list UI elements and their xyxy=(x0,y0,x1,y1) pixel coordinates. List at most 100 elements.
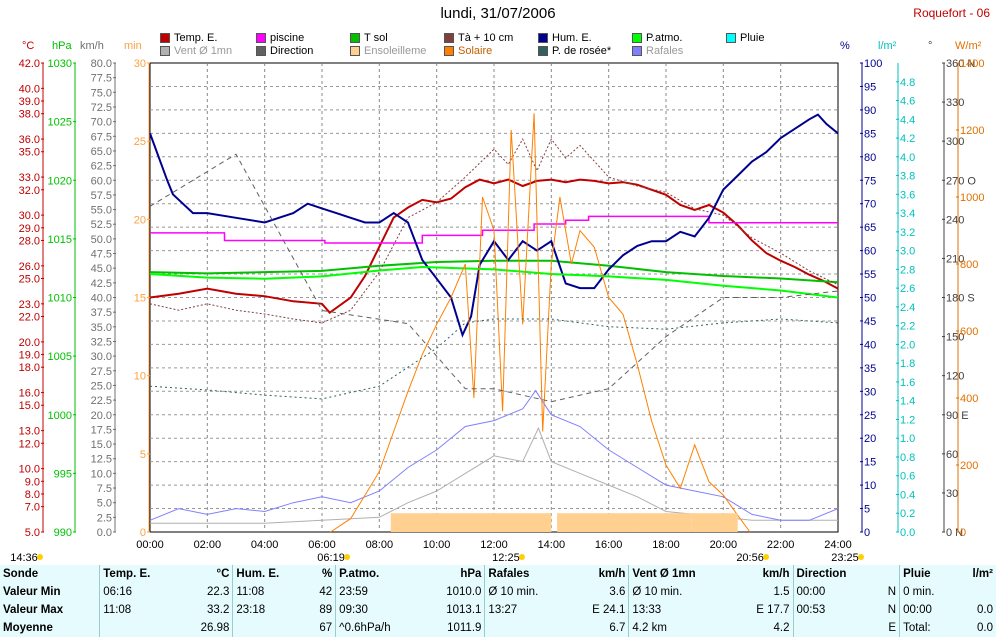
x-tick-label: 16:00 xyxy=(595,539,623,551)
axis-tick-label: 3.0 xyxy=(900,246,915,258)
axis-tick-label: 67.5 xyxy=(91,131,112,143)
stats-cell: 1010.0 xyxy=(446,586,482,598)
stats-cell: Rafales xyxy=(484,565,570,583)
legend-item: Rafales xyxy=(632,45,683,57)
stats-cell: km/h xyxy=(598,568,626,580)
series-line-solaire xyxy=(330,113,751,533)
legend-item: Solaire xyxy=(444,45,492,57)
axis-tick-label: 1015 xyxy=(48,234,72,246)
axis-tick-label: 70.0 xyxy=(91,117,112,129)
event-marker xyxy=(344,554,351,560)
stats-cell: Total: xyxy=(899,619,957,637)
legend-item: Temp. E. xyxy=(160,32,217,44)
x-tick-label: 06:00 xyxy=(308,539,336,551)
event-label-moonrise: 14:36 xyxy=(10,552,38,564)
stats-cell: 26.98 xyxy=(200,622,230,634)
axis-tick-label: 1010 xyxy=(48,293,72,305)
stats-cell: Pluie xyxy=(899,565,957,583)
legend-label: T sol xyxy=(364,32,388,44)
legend-swatch xyxy=(160,46,170,56)
axis-tick-label: 16.0 xyxy=(19,388,40,400)
stats-cell: hPa xyxy=(460,568,482,580)
axis-tick-label: 25 xyxy=(134,136,146,148)
axis-tick-label: 50.0 xyxy=(91,234,112,246)
stats-cell: 13:33 xyxy=(628,601,734,619)
axis-tick-label: 0.0 xyxy=(97,527,112,539)
axis-tick-label: 5.0 xyxy=(25,527,40,539)
axis-tick-label: 200 xyxy=(960,460,978,472)
axis-tick-label: 65.0 xyxy=(91,146,112,158)
axis-tick-label: 25.0 xyxy=(91,380,112,392)
axis-unit-label: °C xyxy=(22,40,34,52)
axis-tick-label: 1025 xyxy=(48,117,72,129)
event-label-moonset: 23:25 xyxy=(831,552,859,564)
axis-tick-label: 75.0 xyxy=(91,87,112,99)
axis-tick-label: 2.6 xyxy=(900,283,915,295)
axis-tick-label: 330 xyxy=(946,97,964,109)
stats-header-row: Sonde Temp. E. °C Hum. E.% P.atmo. hPa Rafales… xyxy=(0,565,996,583)
axis-tick-label: 1.0 xyxy=(900,433,915,445)
axis-tick-label: 90 E xyxy=(946,410,969,422)
axis-tick-label: 75 xyxy=(864,175,876,187)
series-line-temp-e- xyxy=(149,178,839,315)
event-marker xyxy=(518,554,525,560)
axis-tick-label: 29.0 xyxy=(19,223,40,235)
sunshine-bar xyxy=(557,513,634,532)
axis-tick-label: 600 xyxy=(960,326,978,338)
legend-label: Direction xyxy=(270,45,314,57)
axis-tick-label: 22.0 xyxy=(19,312,40,324)
axis-tick-label: 85 xyxy=(864,128,876,140)
legend-label: Pluie xyxy=(740,32,765,44)
axis-tick-label: 0.0 xyxy=(900,527,915,539)
axis-tick-label: 150 xyxy=(946,332,964,344)
axis-tick-label: 210 xyxy=(946,253,964,265)
stats-cell: % xyxy=(321,568,333,580)
axis-tick-label: 240 xyxy=(946,214,964,226)
axis-tick-label: 0 xyxy=(140,527,146,539)
x-tick-label: 12:00 xyxy=(480,539,508,551)
stats-cell: Hum. E. xyxy=(232,565,307,583)
axis-tick-label: 995 xyxy=(54,468,72,480)
series-line-hum-e- xyxy=(149,113,839,338)
axis-tick-label: 39.0 xyxy=(19,96,40,108)
sunshine-bar xyxy=(691,513,738,532)
axis-tick-label: 26.0 xyxy=(19,261,40,273)
axis-tick-label: 10.0 xyxy=(19,464,40,476)
stats-cell: 1013.1 xyxy=(446,604,482,616)
axis-tick-label: 18.0 xyxy=(19,362,40,374)
axis-tick-label: 800 xyxy=(960,259,978,271)
axis-tick-label: 0 xyxy=(960,527,966,539)
axis-unit-label: l/m² xyxy=(878,40,897,52)
x-tick-label: 20:00 xyxy=(710,539,738,551)
event-marker xyxy=(858,554,864,560)
axis-tick-label: 30 xyxy=(134,58,146,70)
stats-cell: 00:53 xyxy=(792,601,878,619)
axis-tick-label: 0 N xyxy=(946,527,963,539)
axis-tick-label: 8.0 xyxy=(25,489,40,501)
stats-cell: 4.2 km xyxy=(628,619,734,637)
axis-tick-label: 60 xyxy=(864,246,876,258)
x-tick-label: 02:00 xyxy=(194,539,222,551)
axis-tick-label: 60.0 xyxy=(91,175,112,187)
legend-label: Vent Ø 1mn xyxy=(174,45,233,57)
axis-tick-label: 0.2 xyxy=(900,508,915,520)
stats-cell: km/h xyxy=(762,568,790,580)
axis-tick-label: 20.0 xyxy=(19,337,40,349)
legend-item: Ensoleilleme xyxy=(350,45,426,57)
axis-tick-label: 30 xyxy=(946,488,958,500)
event-marker xyxy=(37,554,43,560)
axis-tick-label: 22.5 xyxy=(91,395,112,407)
stats-cell: 1.5 xyxy=(773,586,790,598)
axis-tick-label: 20 xyxy=(864,433,876,445)
axis-tick-label: 13.0 xyxy=(19,426,40,438)
axis-tick-label: 35.0 xyxy=(91,322,112,334)
stats-cell: 6.7 xyxy=(609,622,626,634)
stats-cell: 0.0 xyxy=(977,604,993,616)
axis-tick-label: 42.5 xyxy=(91,278,112,290)
stats-cell: Sonde xyxy=(3,568,39,580)
statistics-table: Sonde Temp. E. °C Hum. E.% P.atmo. hPa Rafales… xyxy=(0,565,996,637)
axis-tick-label: 120 xyxy=(946,371,964,383)
axis-tick-label: 0.4 xyxy=(900,489,915,501)
legend-item: Tà + 10 cm xyxy=(444,32,513,44)
x-tick-label: 22:00 xyxy=(767,539,795,551)
